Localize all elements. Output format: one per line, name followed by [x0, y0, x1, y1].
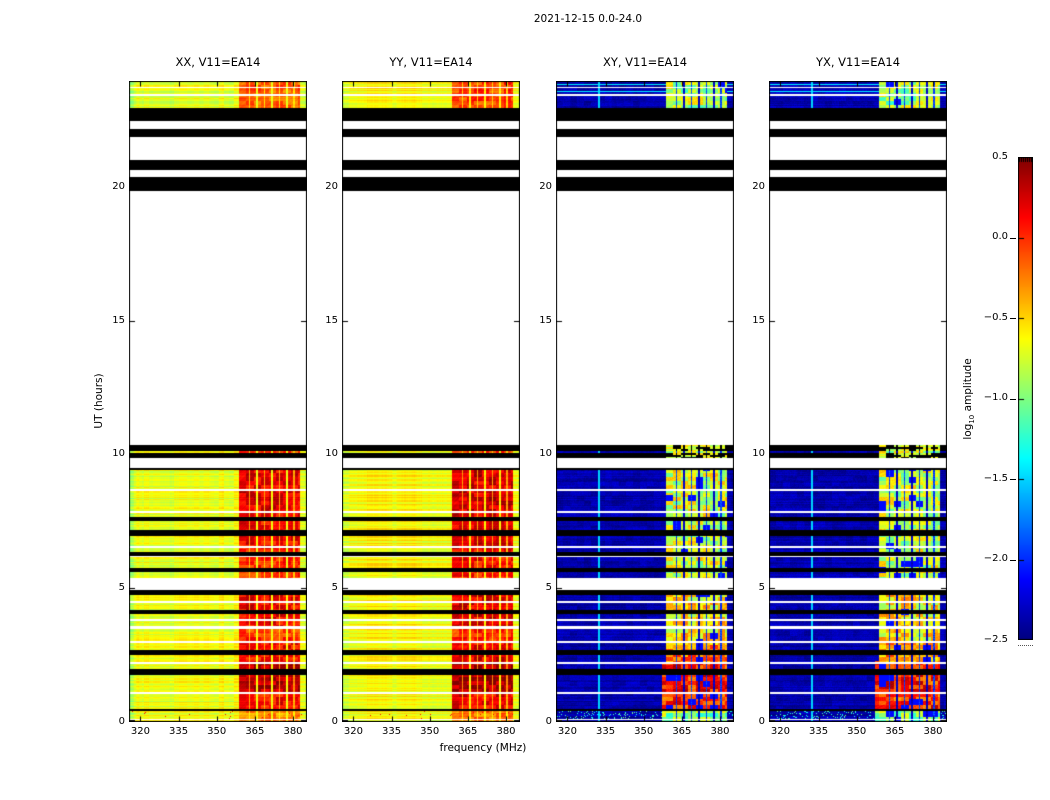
x-tick-label: 335 [382, 726, 402, 737]
colorbar-tick-label: 0.0 [992, 231, 1008, 242]
colorbar-tick-label: −2.5 [983, 633, 1008, 645]
y-tick-label: 5 [758, 581, 765, 593]
y-tick-label: 20 [112, 181, 125, 193]
y-tick-label: 20 [539, 181, 552, 193]
x-tick-label: 335 [809, 726, 829, 737]
colorbar-extend-dots [1018, 645, 1033, 646]
x-tick-label: 335 [596, 726, 616, 737]
x-tick-label: 350 [634, 726, 654, 737]
colorbar [1018, 157, 1033, 640]
x-tick-label: 380 [710, 726, 730, 737]
colorbar-label-pre: log [961, 423, 974, 440]
heatmap-panel-xx [129, 81, 307, 722]
y-tick-label: 0 [331, 715, 338, 727]
y-tick-label: 5 [118, 581, 125, 593]
panel-title: YY, V11=EA14 [389, 55, 473, 69]
y-tick-label: 5 [331, 581, 338, 593]
x-tick-label: 380 [283, 726, 303, 737]
x-tick-label: 380 [923, 726, 943, 737]
x-tick-label: 350 [847, 726, 867, 737]
x-tick-label: 320 [770, 726, 790, 737]
x-tick-label: 365 [672, 726, 692, 737]
y-axis-label: UT (hours) [93, 373, 105, 429]
y-tick-label: 20 [752, 181, 765, 193]
x-tick-label: 320 [557, 726, 577, 737]
heatmap-panel-xy [556, 81, 734, 722]
colorbar-tick [1010, 399, 1016, 400]
colorbar-tick-label: −1.0 [983, 392, 1008, 403]
figure-title: 2021-12-15 0.0-24.0 [533, 13, 643, 25]
y-tick-label: 20 [325, 181, 338, 193]
colorbar-tick-label: −1.5 [983, 472, 1008, 484]
colorbar-tick [1010, 238, 1016, 239]
y-tick-label: 10 [752, 448, 765, 460]
heatmap-panel-yy [342, 81, 520, 722]
colorbar-label-post: amplitude [961, 358, 974, 415]
colorbar-label: log10 amplitude [962, 358, 976, 439]
panel-title: XX, V11=EA14 [175, 55, 261, 69]
panel-title: YX, V11=EA14 [815, 55, 901, 69]
x-tick-label: 350 [420, 726, 440, 737]
x-axis-label: frequency (MHz) [439, 742, 527, 754]
y-tick-label: 10 [539, 448, 552, 460]
y-tick-label: 5 [545, 581, 552, 593]
y-tick-label: 0 [118, 715, 125, 727]
x-tick-label: 320 [130, 726, 150, 737]
colorbar-tick-label: 0.5 [992, 150, 1008, 162]
y-tick-label: 15 [325, 314, 338, 326]
heatmap-panel-yx [769, 81, 947, 722]
colorbar-label-sub: 10 [968, 414, 977, 424]
colorbar-tick-label: −0.5 [983, 311, 1008, 323]
x-tick-label: 335 [169, 726, 189, 737]
x-tick-label: 380 [496, 726, 516, 737]
y-tick-label: 0 [545, 715, 552, 727]
y-tick-label: 15 [539, 314, 552, 326]
x-tick-label: 320 [343, 726, 363, 737]
x-tick-label: 365 [458, 726, 478, 737]
y-tick-label: 0 [758, 715, 765, 727]
x-tick-label: 365 [245, 726, 265, 737]
x-tick-label: 365 [885, 726, 905, 737]
panel-title: XY, V11=EA14 [602, 55, 688, 69]
y-tick-label: 15 [752, 314, 765, 326]
colorbar-tick [1010, 560, 1016, 561]
y-tick-label: 15 [112, 314, 125, 326]
colorbar-tick [1010, 318, 1016, 319]
y-tick-label: 10 [325, 448, 338, 460]
x-tick-label: 350 [207, 726, 227, 737]
colorbar-tick [1010, 479, 1016, 480]
colorbar-tick-label: −2.0 [983, 553, 1008, 564]
y-tick-label: 10 [112, 448, 125, 460]
